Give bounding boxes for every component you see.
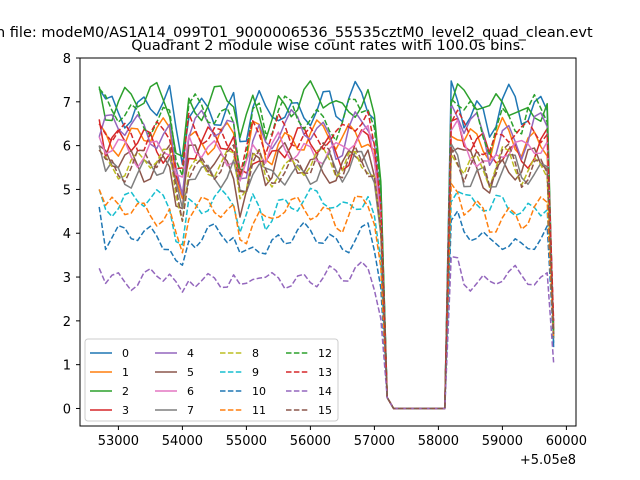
legend-label-6: 6 — [187, 385, 194, 398]
chart-title: Quadrant 2 module wise count rates with … — [131, 38, 525, 54]
legend-label-15: 15 — [318, 404, 332, 417]
legend-box — [84, 338, 339, 422]
legend-label-5: 5 — [187, 366, 194, 379]
x-offset-text: +5.05e8 — [520, 453, 576, 468]
legend-label-0: 0 — [122, 347, 129, 360]
legend-label-7: 7 — [187, 404, 194, 417]
legend-label-3: 3 — [122, 404, 129, 417]
series-line-10 — [98, 206, 555, 410]
axes-layer: 53000 54000 55000 56000 57000 58000 59000 60000… — [63, 52, 587, 449]
legend-label-10: 10 — [252, 385, 266, 398]
legend-label-8: 8 — [252, 347, 259, 360]
series-line-14 — [98, 255, 555, 410]
legend-label-2: 2 — [122, 385, 129, 398]
series-line-15 — [98, 142, 555, 410]
y-tick-label: 1 — [63, 359, 71, 374]
y-tick-label: 8 — [63, 52, 71, 67]
y-tick-label: 5 — [63, 183, 71, 198]
series-line-6 — [98, 119, 555, 410]
series-line-7 — [98, 143, 555, 410]
series-line-8 — [98, 146, 555, 410]
x-tick-label: 56000 — [290, 434, 331, 449]
legend-label-4: 4 — [187, 347, 194, 360]
legend-label-14: 14 — [318, 385, 332, 398]
x-tick-label: 55000 — [226, 434, 267, 449]
y-tick-label: 3 — [63, 271, 71, 286]
series-layer — [98, 80, 555, 410]
series-line-12 — [98, 88, 555, 410]
legend-label-9: 9 — [252, 366, 259, 379]
legend-label-13: 13 — [318, 366, 332, 379]
x-tick-label: 54000 — [162, 434, 203, 449]
y-tick-label: 4 — [63, 227, 71, 242]
legend-label-12: 12 — [318, 347, 332, 360]
series-line-11 — [98, 182, 555, 410]
series-line-9 — [98, 187, 555, 410]
x-tick-label: 58000 — [418, 434, 459, 449]
legend-label-1: 1 — [122, 366, 129, 379]
y-tick-label: 6 — [63, 140, 71, 155]
y-tick-label: 0 — [63, 402, 71, 417]
x-tick-label: 53000 — [98, 434, 139, 449]
series-line-0 — [98, 80, 555, 410]
plot-frame — [79, 57, 577, 427]
legend-label-11: 11 — [252, 404, 266, 417]
x-tick-label: 57000 — [354, 434, 395, 449]
y-tick-label: 2 — [63, 315, 71, 330]
x-tick-label: 60000 — [546, 434, 587, 449]
x-tick-label: 59000 — [482, 434, 523, 449]
y-tick-label: 7 — [63, 96, 71, 111]
figure-suptitle: n file: modeM0/AS1A14_099T01_9000006536_… — [0, 25, 593, 41]
series-line-5 — [98, 142, 555, 410]
